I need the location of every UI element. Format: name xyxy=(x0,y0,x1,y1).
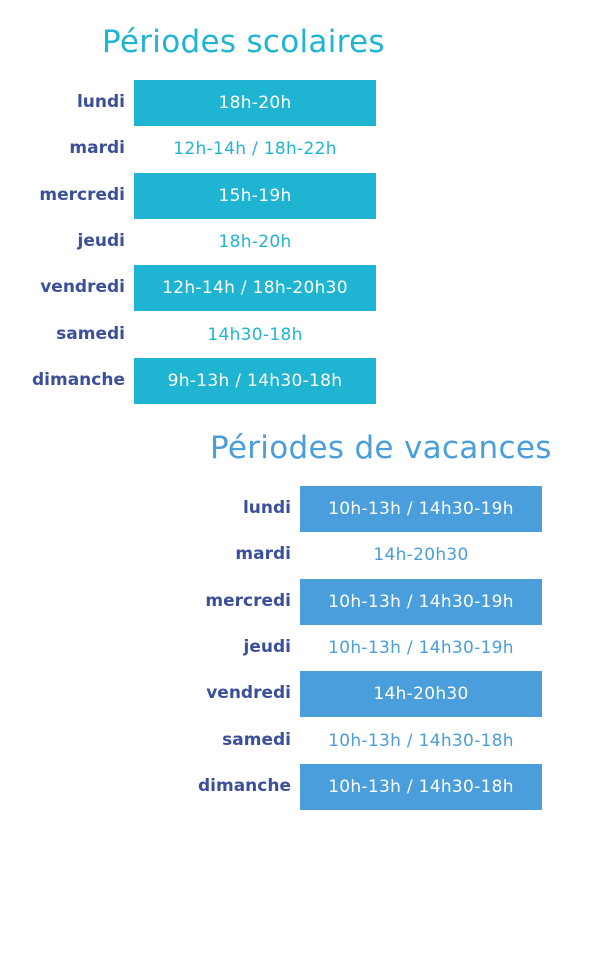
hours-cell: 18h-20h xyxy=(218,231,292,252)
hours-cell: 10h-13h / 14h30-19h xyxy=(328,637,514,658)
day-label: mardi xyxy=(235,544,291,565)
hours-cell: 12h-14h / 18h-20h30 xyxy=(134,265,376,312)
day-label: vendredi xyxy=(40,277,125,298)
day-label: jeudi xyxy=(77,230,125,251)
hours-cell: 10h-13h / 14h30-19h xyxy=(300,578,542,625)
day-label: jeudi xyxy=(243,636,291,657)
hours-cell: 14h30-18h xyxy=(207,324,303,345)
section-title: Périodes de vacances xyxy=(210,430,552,466)
hours-cell: 14h-20h30 xyxy=(300,671,542,718)
day-label: samedi xyxy=(56,323,125,344)
hours-cell: 12h-14h / 18h-22h xyxy=(173,139,337,160)
day-label: vendredi xyxy=(206,683,291,704)
hours-cell: 10h-13h / 14h30-18h xyxy=(328,730,514,751)
day-label: dimanche xyxy=(198,775,291,796)
section-title: Périodes scolaires xyxy=(102,24,385,60)
day-label: dimanche xyxy=(32,369,125,390)
day-label: lundi xyxy=(76,92,125,112)
hours-cell: 14h-20h30 xyxy=(373,545,469,566)
day-label: samedi xyxy=(222,729,291,750)
day-label: mardi xyxy=(69,138,125,159)
hours-cell: 9h-13h / 14h30-18h xyxy=(134,357,376,404)
day-label: mercredi xyxy=(39,184,125,205)
hours-cell: 18h-20h xyxy=(134,80,376,126)
hours-cell: 15h-19h xyxy=(134,172,376,219)
day-label: lundi xyxy=(242,498,291,518)
hours-cell: 10h-13h / 14h30-19h xyxy=(300,486,542,532)
hours-cell: 10h-13h / 14h30-18h xyxy=(300,763,542,810)
day-label: mercredi xyxy=(205,590,291,611)
